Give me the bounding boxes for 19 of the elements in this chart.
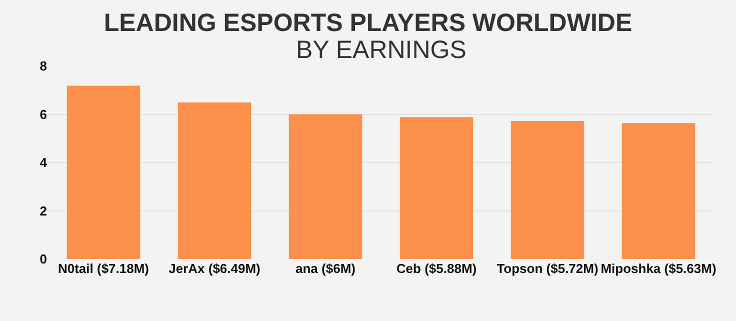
x-tick-label: ana ($6M) [296, 261, 356, 276]
x-tick-label: N0tail ($7.18M) [58, 261, 150, 276]
bar [66, 86, 140, 259]
bar [622, 123, 696, 259]
chart-title: LEADING ESPORTS PLAYERS WORLDWIDE [104, 9, 632, 38]
y-tick-label: 4 [40, 155, 48, 170]
bar [178, 102, 252, 259]
chart-subtitle: BY EARNINGS [296, 36, 466, 64]
x-tick-label: Ceb ($5.88M) [396, 261, 477, 276]
y-tick-label: 8 [40, 58, 47, 74]
bar [400, 117, 474, 259]
x-tick-label: Topson ($5.72M) [496, 261, 598, 276]
y-tick-label: 6 [40, 106, 47, 122]
y-tick-label: 2 [40, 203, 47, 218]
y-tick-label: 0 [40, 252, 47, 267]
x-tick-label: Miposhka ($5.63M) [600, 261, 716, 276]
x-tick-label: JerAx ($6.49M) [168, 261, 260, 276]
bar [510, 121, 584, 259]
bar [288, 114, 362, 259]
